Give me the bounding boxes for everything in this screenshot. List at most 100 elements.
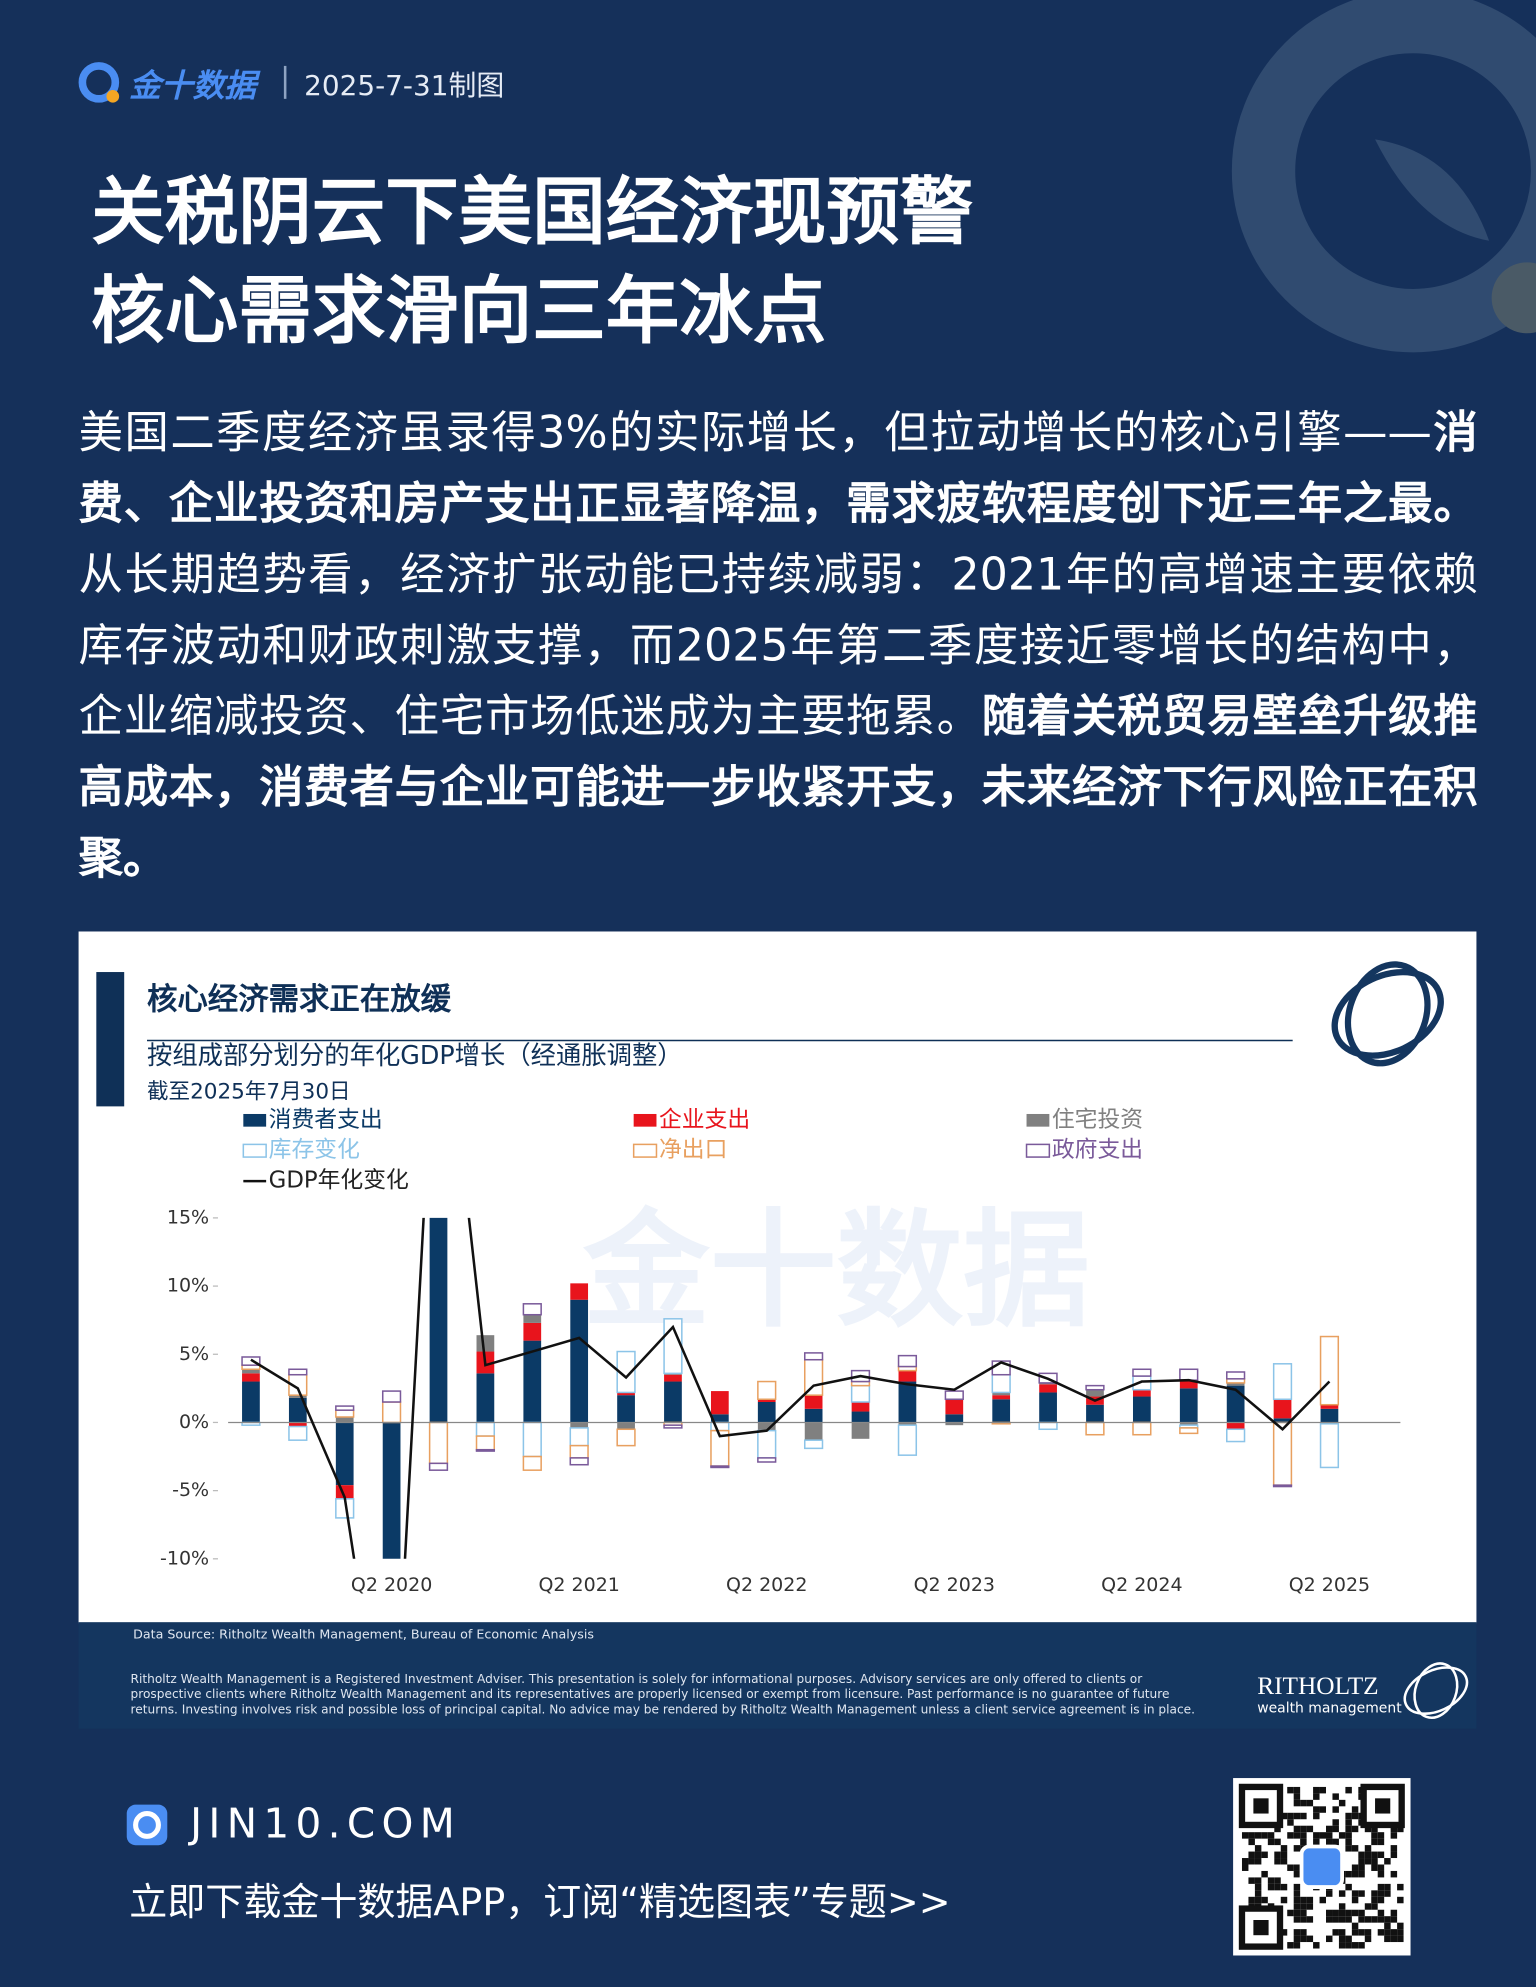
qr-cell [1300, 1916, 1307, 1923]
qr-cell [1267, 1838, 1275, 1846]
call-to-action[interactable]: 立即下载金十数据APP，订阅“精选图表”专题>> [129, 1880, 951, 1926]
qr-cell [1300, 1799, 1307, 1807]
site[interactable]: JIN10.COM [190, 1799, 462, 1848]
bar-segment [1320, 1408, 1339, 1423]
bar-segment [1226, 1382, 1245, 1386]
bar-segment [804, 1408, 823, 1423]
bar-segment [710, 1391, 729, 1415]
bar-segment [1086, 1389, 1104, 1397]
bar-segment [945, 1399, 964, 1415]
bar-segment [475, 1421, 496, 1437]
qr-cell [1254, 1877, 1262, 1884]
qr-cell [1345, 1909, 1352, 1917]
headline-line: 核心需求滑向三年冰点 [91, 267, 827, 354]
qr-cell [1274, 1838, 1281, 1846]
qr-cell [1332, 1825, 1339, 1833]
bar-segment [570, 1299, 589, 1423]
qr-cell [1358, 1851, 1365, 1859]
bar-segment [664, 1374, 682, 1382]
qr-cell [1293, 1942, 1301, 1949]
bar-segment [851, 1411, 870, 1423]
bar-segment [1320, 1404, 1339, 1409]
brand: 金十数据 [129, 67, 257, 104]
qr-cell [1326, 1890, 1333, 1897]
bar-segment [616, 1350, 636, 1394]
bar-segment [1226, 1371, 1246, 1380]
bar-segment [1272, 1363, 1293, 1401]
qr-cell [1364, 1825, 1372, 1833]
qr-logo [1299, 1844, 1345, 1889]
bar-segment [897, 1424, 918, 1456]
qr-cell [1358, 1864, 1365, 1871]
qr-cell [1267, 1883, 1275, 1891]
qr-cell [1371, 1851, 1378, 1859]
qr-cell [1351, 1812, 1359, 1820]
bar-segment [1085, 1384, 1105, 1391]
qr-cell [1332, 1916, 1339, 1923]
qr-cell [1241, 1832, 1249, 1839]
qr-cell [1274, 1858, 1281, 1865]
bar-segment [428, 1462, 449, 1471]
brand-name: RITHOLTZ [1257, 1672, 1378, 1700]
qr-cell [1364, 1935, 1372, 1943]
bar-segment [1272, 1484, 1293, 1488]
bar-segment [804, 1395, 823, 1409]
bar-segment [1179, 1427, 1199, 1435]
bar-segment [992, 1392, 1011, 1396]
bar-segment [804, 1422, 823, 1441]
bar-segment [803, 1352, 824, 1361]
qr-cell [1371, 1903, 1378, 1910]
bar-segment [1038, 1421, 1058, 1431]
qr-cell [1345, 1786, 1352, 1794]
qr-cell [1306, 1935, 1314, 1943]
watermark: 金十数据 [582, 1197, 1090, 1345]
bar-segment [944, 1390, 964, 1401]
bar-segment [522, 1421, 542, 1458]
bar-segment [381, 1401, 402, 1424]
y-tick-label: 15% [167, 1206, 209, 1228]
bar-segment [288, 1397, 307, 1423]
bar-segment [335, 1416, 354, 1423]
decor-ring [1231, 0, 1536, 353]
qr-cell [1300, 1903, 1307, 1910]
bar-segment [242, 1381, 260, 1423]
bar-segment [288, 1422, 307, 1427]
legend-label: 消费者支出 [269, 1107, 383, 1133]
bar-segment [710, 1414, 729, 1423]
qr-cell [1364, 1929, 1372, 1936]
qr-cell [1345, 1832, 1352, 1839]
qr-cell [1377, 1929, 1385, 1936]
qr-cell [1248, 1877, 1255, 1884]
qr-cell [1397, 1896, 1404, 1904]
qr-cell [1280, 1883, 1288, 1891]
logo-icon [78, 62, 120, 103]
legend-swatch [632, 1143, 658, 1158]
qr-cell [1254, 1883, 1262, 1891]
qr-cell [1287, 1786, 1294, 1794]
qr-finder-core [1253, 1798, 1269, 1814]
qr-cell [1384, 1916, 1391, 1923]
qr-cell [1338, 1903, 1346, 1910]
qr-cell [1332, 1909, 1339, 1917]
bar-segment [1039, 1392, 1057, 1423]
qr-cell [1287, 1812, 1294, 1820]
legend-swatch [243, 1113, 267, 1127]
qr-cell [1358, 1942, 1365, 1949]
bar-segment [617, 1392, 635, 1396]
qr-cell [1345, 1819, 1352, 1826]
qr-cell [1287, 1832, 1294, 1839]
bar-segment [288, 1425, 308, 1441]
qr-cell [1397, 1929, 1404, 1936]
qr-cell [1293, 1896, 1301, 1904]
bar-segment [757, 1380, 777, 1401]
qr-cell [1377, 1851, 1385, 1859]
qr-cell [1338, 1916, 1346, 1923]
qr-cell [1371, 1864, 1378, 1871]
x-tick-label: Q2 2023 [914, 1574, 995, 1596]
bar-segment [1273, 1418, 1292, 1423]
bar-segment [710, 1465, 730, 1469]
logo-dot [106, 89, 120, 103]
qr-cell [1390, 1825, 1398, 1833]
qr-cell [1267, 1832, 1275, 1839]
